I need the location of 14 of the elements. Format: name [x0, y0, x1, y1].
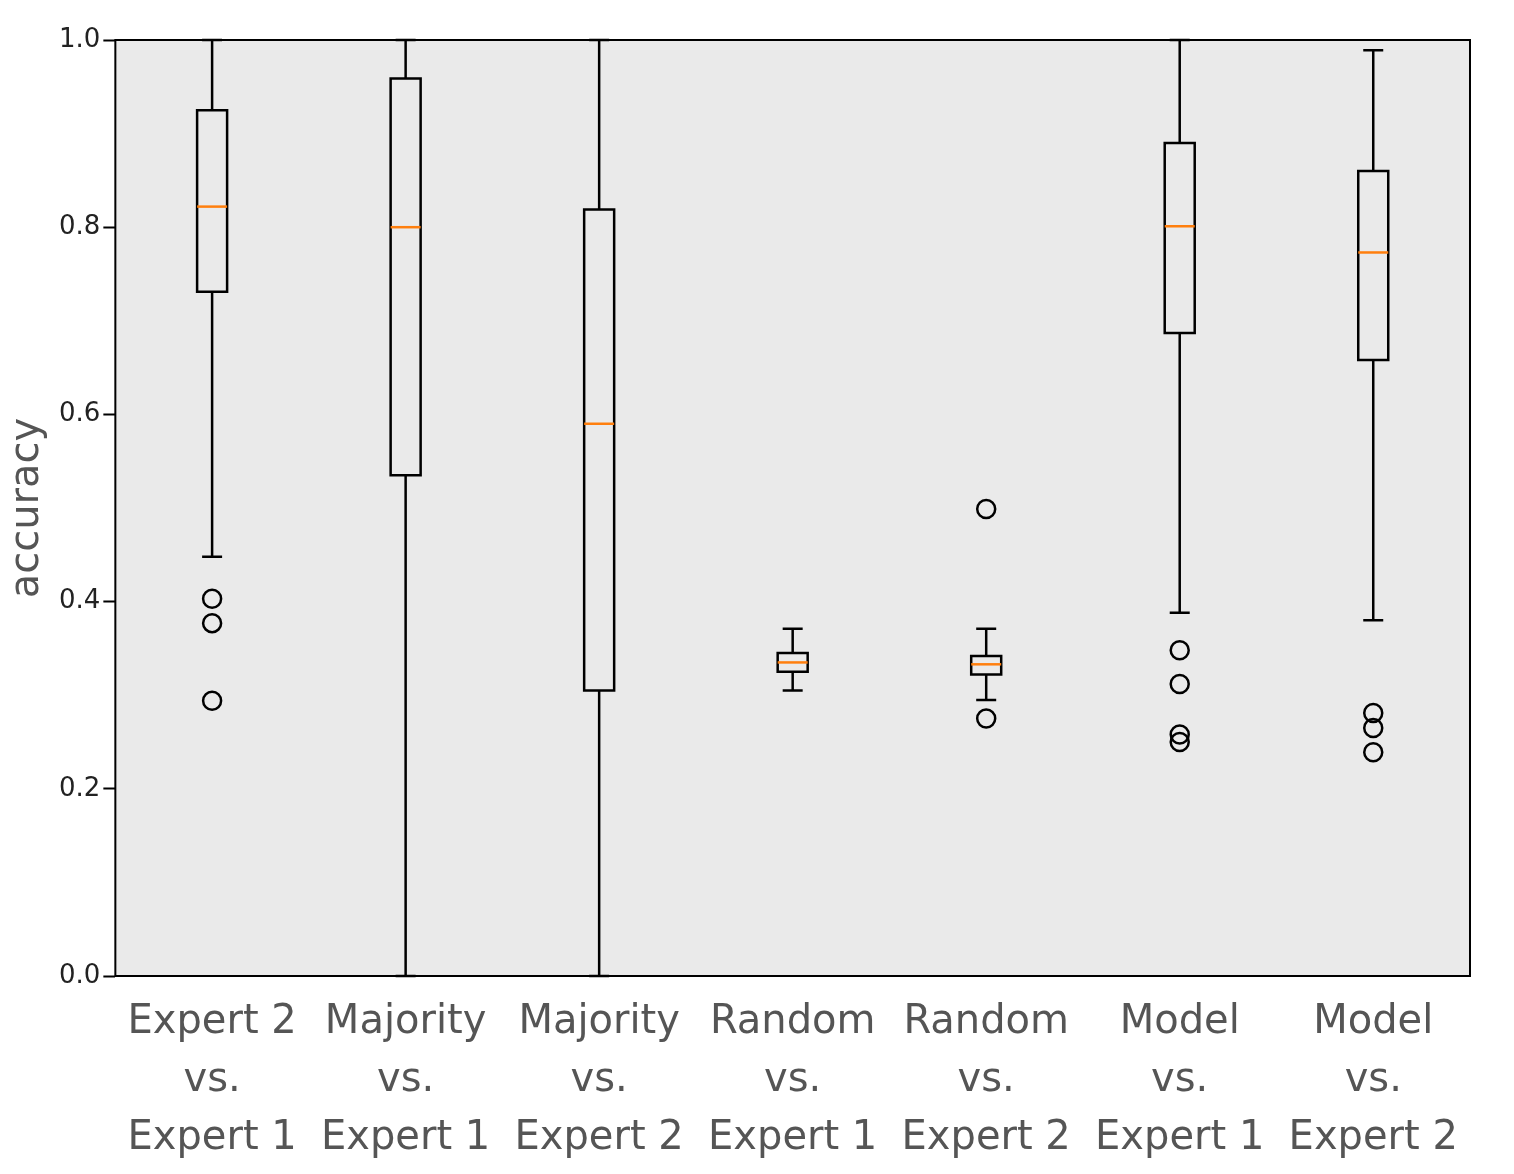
- y-tick-label: 0.8: [58, 209, 101, 240]
- x-tick-label: Model vs. Expert 1: [1095, 996, 1265, 1159]
- x-tick-label: Expert 2 vs. Expert 1: [127, 996, 297, 1159]
- y-tick-label: 0.0: [58, 958, 101, 989]
- y-tick-label: 1.0: [58, 22, 101, 53]
- x-tick-label: Majority vs. Expert 1: [321, 996, 491, 1159]
- y-axis-title: accuracy: [1, 417, 48, 599]
- x-tick-label: Model vs. Expert 2: [1288, 996, 1458, 1159]
- x-tick-label: Random vs. Expert 2: [901, 996, 1071, 1159]
- x-tick-label: Random vs. Expert 1: [708, 996, 878, 1159]
- y-tick-label: 0.2: [58, 771, 101, 802]
- x-tick-label: Majority vs. Expert 2: [514, 996, 684, 1159]
- y-tick-label: 0.4: [58, 584, 101, 615]
- y-tick-label: 0.6: [58, 397, 101, 428]
